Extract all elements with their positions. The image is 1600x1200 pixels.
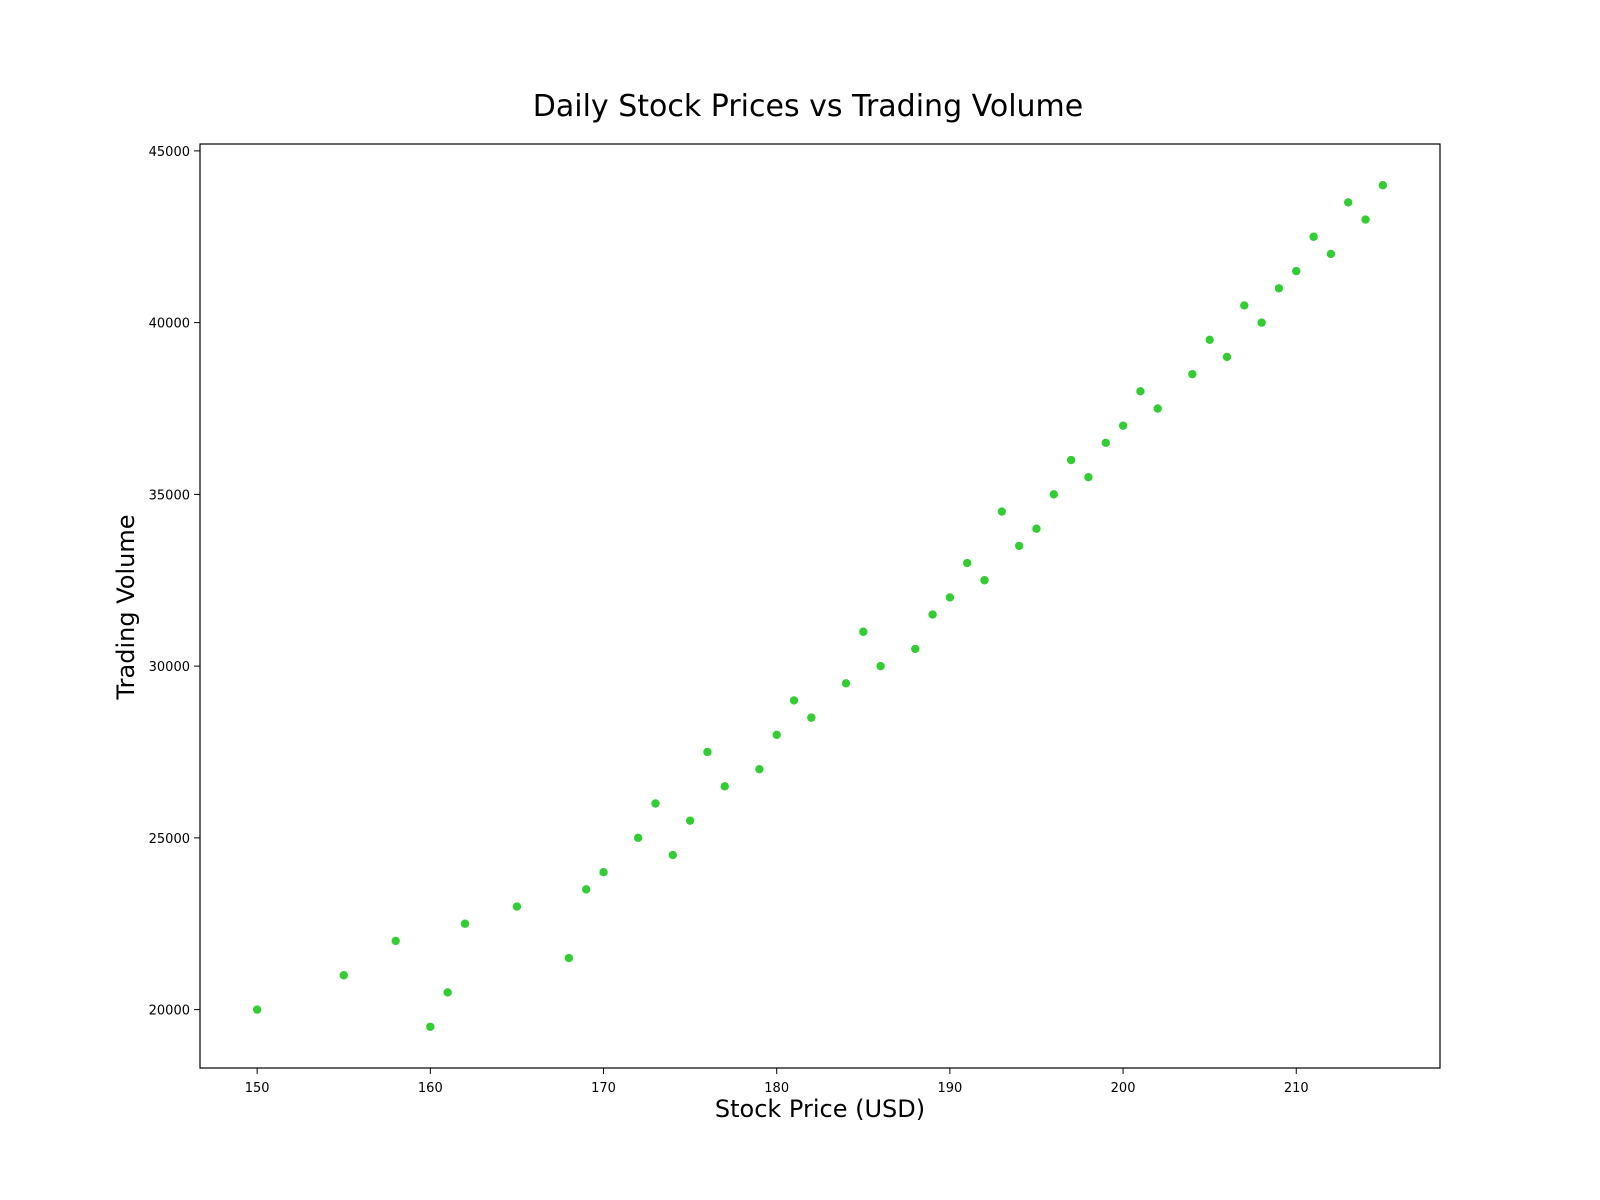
data-point (772, 730, 781, 740)
data-point (876, 661, 885, 671)
data-point (1153, 404, 1162, 413)
data-point (1222, 352, 1232, 362)
y-tick-label: 40000 (149, 317, 190, 332)
data-point (651, 799, 660, 808)
data-point (1101, 438, 1110, 448)
data-point (720, 782, 729, 791)
data-point (426, 1022, 435, 1031)
y-axis-label: Trading Volume (112, 515, 140, 701)
x-tick-label: 200 (1111, 1081, 1136, 1096)
data-point (460, 919, 470, 928)
data-point (928, 610, 937, 619)
data-point (564, 953, 574, 963)
data-point (1344, 198, 1353, 207)
data-point (391, 936, 400, 946)
data-point (512, 902, 522, 911)
y-tick-label: 25000 (149, 832, 190, 847)
data-point (911, 644, 920, 654)
data-point (633, 833, 643, 843)
data-point (1205, 335, 1214, 344)
data-point (1378, 181, 1388, 190)
y-tick-label: 45000 (149, 145, 190, 160)
data-point (1136, 387, 1145, 396)
y-tick-label: 30000 (149, 660, 190, 675)
x-tick-label: 190 (937, 1081, 962, 1096)
data-point (807, 713, 816, 722)
data-point (1274, 284, 1284, 293)
data-point (1066, 455, 1076, 465)
data-point (789, 696, 799, 705)
y-tick-label: 35000 (149, 488, 190, 503)
data-point (1240, 301, 1249, 310)
data-point (1032, 524, 1041, 533)
plot-area (199, 143, 1441, 1069)
data-point (980, 576, 989, 585)
data-point (755, 764, 764, 774)
x-tick-label: 160 (418, 1081, 443, 1096)
data-point (443, 988, 452, 997)
x-axis: 150 160 170 180 190 200 210 (245, 1068, 1309, 1096)
data-point (945, 593, 955, 602)
data-point (859, 627, 868, 636)
x-tick-label: 150 (245, 1081, 270, 1096)
data-points (252, 181, 1388, 1031)
data-point (1257, 318, 1266, 327)
data-point (1049, 490, 1058, 499)
data-point (1014, 541, 1024, 551)
data-point (1292, 266, 1301, 276)
data-point (582, 885, 591, 894)
data-point (685, 816, 695, 825)
x-tick-label: 170 (591, 1081, 616, 1096)
data-point (997, 507, 1007, 516)
data-point (1309, 232, 1318, 241)
y-axis: 20000 25000 30000 35000 40000 45000 (149, 145, 200, 1019)
data-point (1188, 369, 1197, 379)
data-point (703, 747, 712, 757)
data-point (1326, 249, 1336, 259)
data-point (252, 1005, 262, 1014)
y-tick-label: 20000 (149, 1004, 190, 1019)
x-tick-label: 210 (1284, 1081, 1309, 1096)
data-point (1084, 472, 1093, 482)
chart-title: Daily Stock Prices vs Trading Volume (533, 89, 1083, 124)
data-point (1361, 215, 1370, 224)
data-point (963, 558, 972, 568)
x-axis-label: Stock Price (USD) (715, 1095, 925, 1123)
data-point (668, 850, 677, 860)
data-point (599, 868, 608, 877)
x-tick-label: 180 (764, 1081, 789, 1096)
data-point (841, 679, 851, 688)
data-point (1118, 421, 1128, 430)
data-point (339, 971, 348, 980)
